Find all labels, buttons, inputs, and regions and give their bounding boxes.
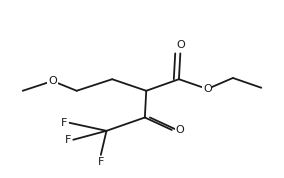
Text: F: F bbox=[65, 135, 71, 145]
Text: O: O bbox=[203, 84, 212, 94]
Text: O: O bbox=[176, 40, 185, 50]
Text: O: O bbox=[175, 125, 184, 135]
Text: F: F bbox=[61, 118, 67, 128]
Text: F: F bbox=[98, 157, 104, 167]
Text: O: O bbox=[48, 76, 57, 86]
